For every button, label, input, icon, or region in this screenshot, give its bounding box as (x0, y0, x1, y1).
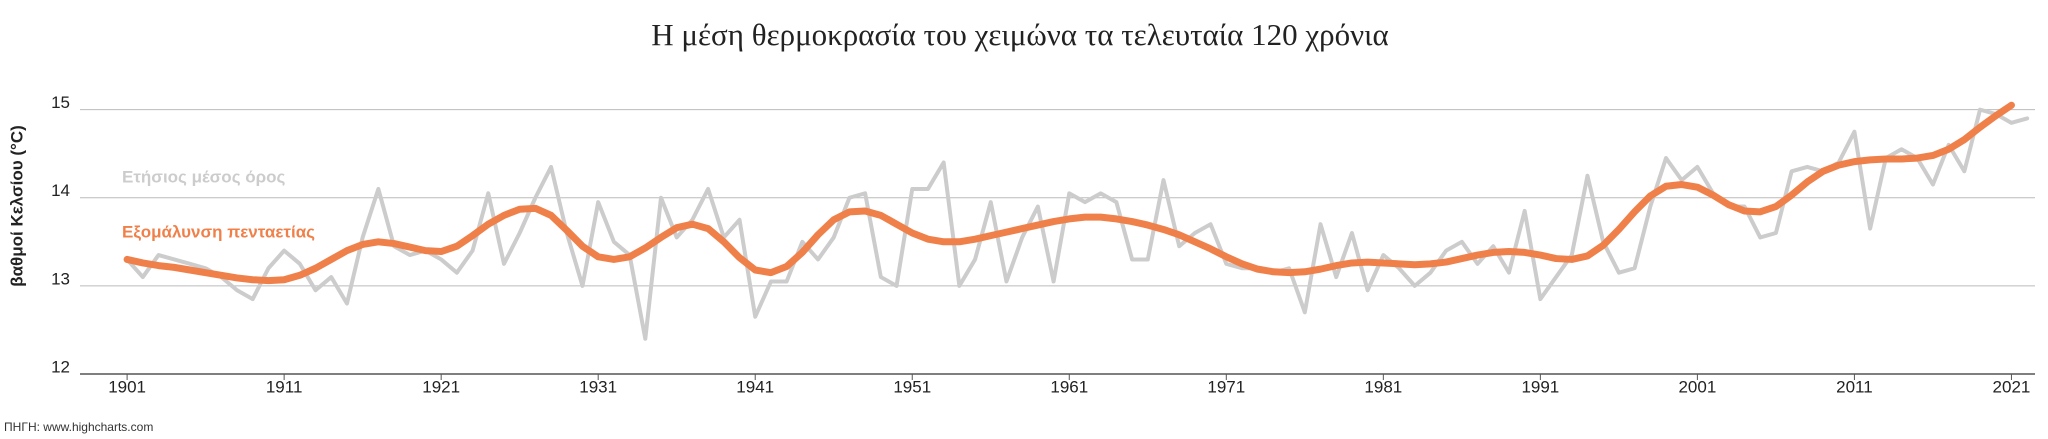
y-tick-label: 15 (51, 93, 70, 112)
x-tick-label: 1971 (1207, 377, 1245, 396)
legend-label: Ετήσιος μέσος όρος (122, 167, 286, 186)
x-tick-label: 1941 (736, 377, 774, 396)
chart-title: Η μέση θερμοκρασία του χειμώνα τα τελευτ… (651, 17, 1388, 52)
y-tick-label: 14 (51, 181, 70, 200)
x-tick-label: 2011 (1836, 377, 1873, 396)
x-tick-label: 1991 (1521, 377, 1559, 396)
x-tick-label: 1951 (893, 377, 931, 396)
legend-label: Εξομάλυνση πενταετίας (122, 222, 315, 241)
x-tick-label: 2021 (1993, 377, 2031, 396)
source: ΠΗΓΗ: www.highcharts.com (4, 420, 153, 434)
x-tick-label: 1911 (266, 377, 303, 396)
x-tick-label: 1961 (1050, 377, 1088, 396)
series-line (125, 107, 2030, 341)
x-tick-label: 2001 (1678, 377, 1716, 396)
x-tick-label: 1921 (422, 377, 460, 396)
series-line (123, 101, 2015, 285)
y-axis-title: βαθμοί Κελσίου (°C) (7, 125, 26, 287)
x-tick-label: 1931 (579, 377, 617, 396)
x-tick-label: 1981 (1364, 377, 1402, 396)
x-tick-label: 1901 (108, 377, 146, 396)
y-tick-label: 12 (51, 357, 70, 376)
y-tick-label: 13 (51, 269, 70, 288)
